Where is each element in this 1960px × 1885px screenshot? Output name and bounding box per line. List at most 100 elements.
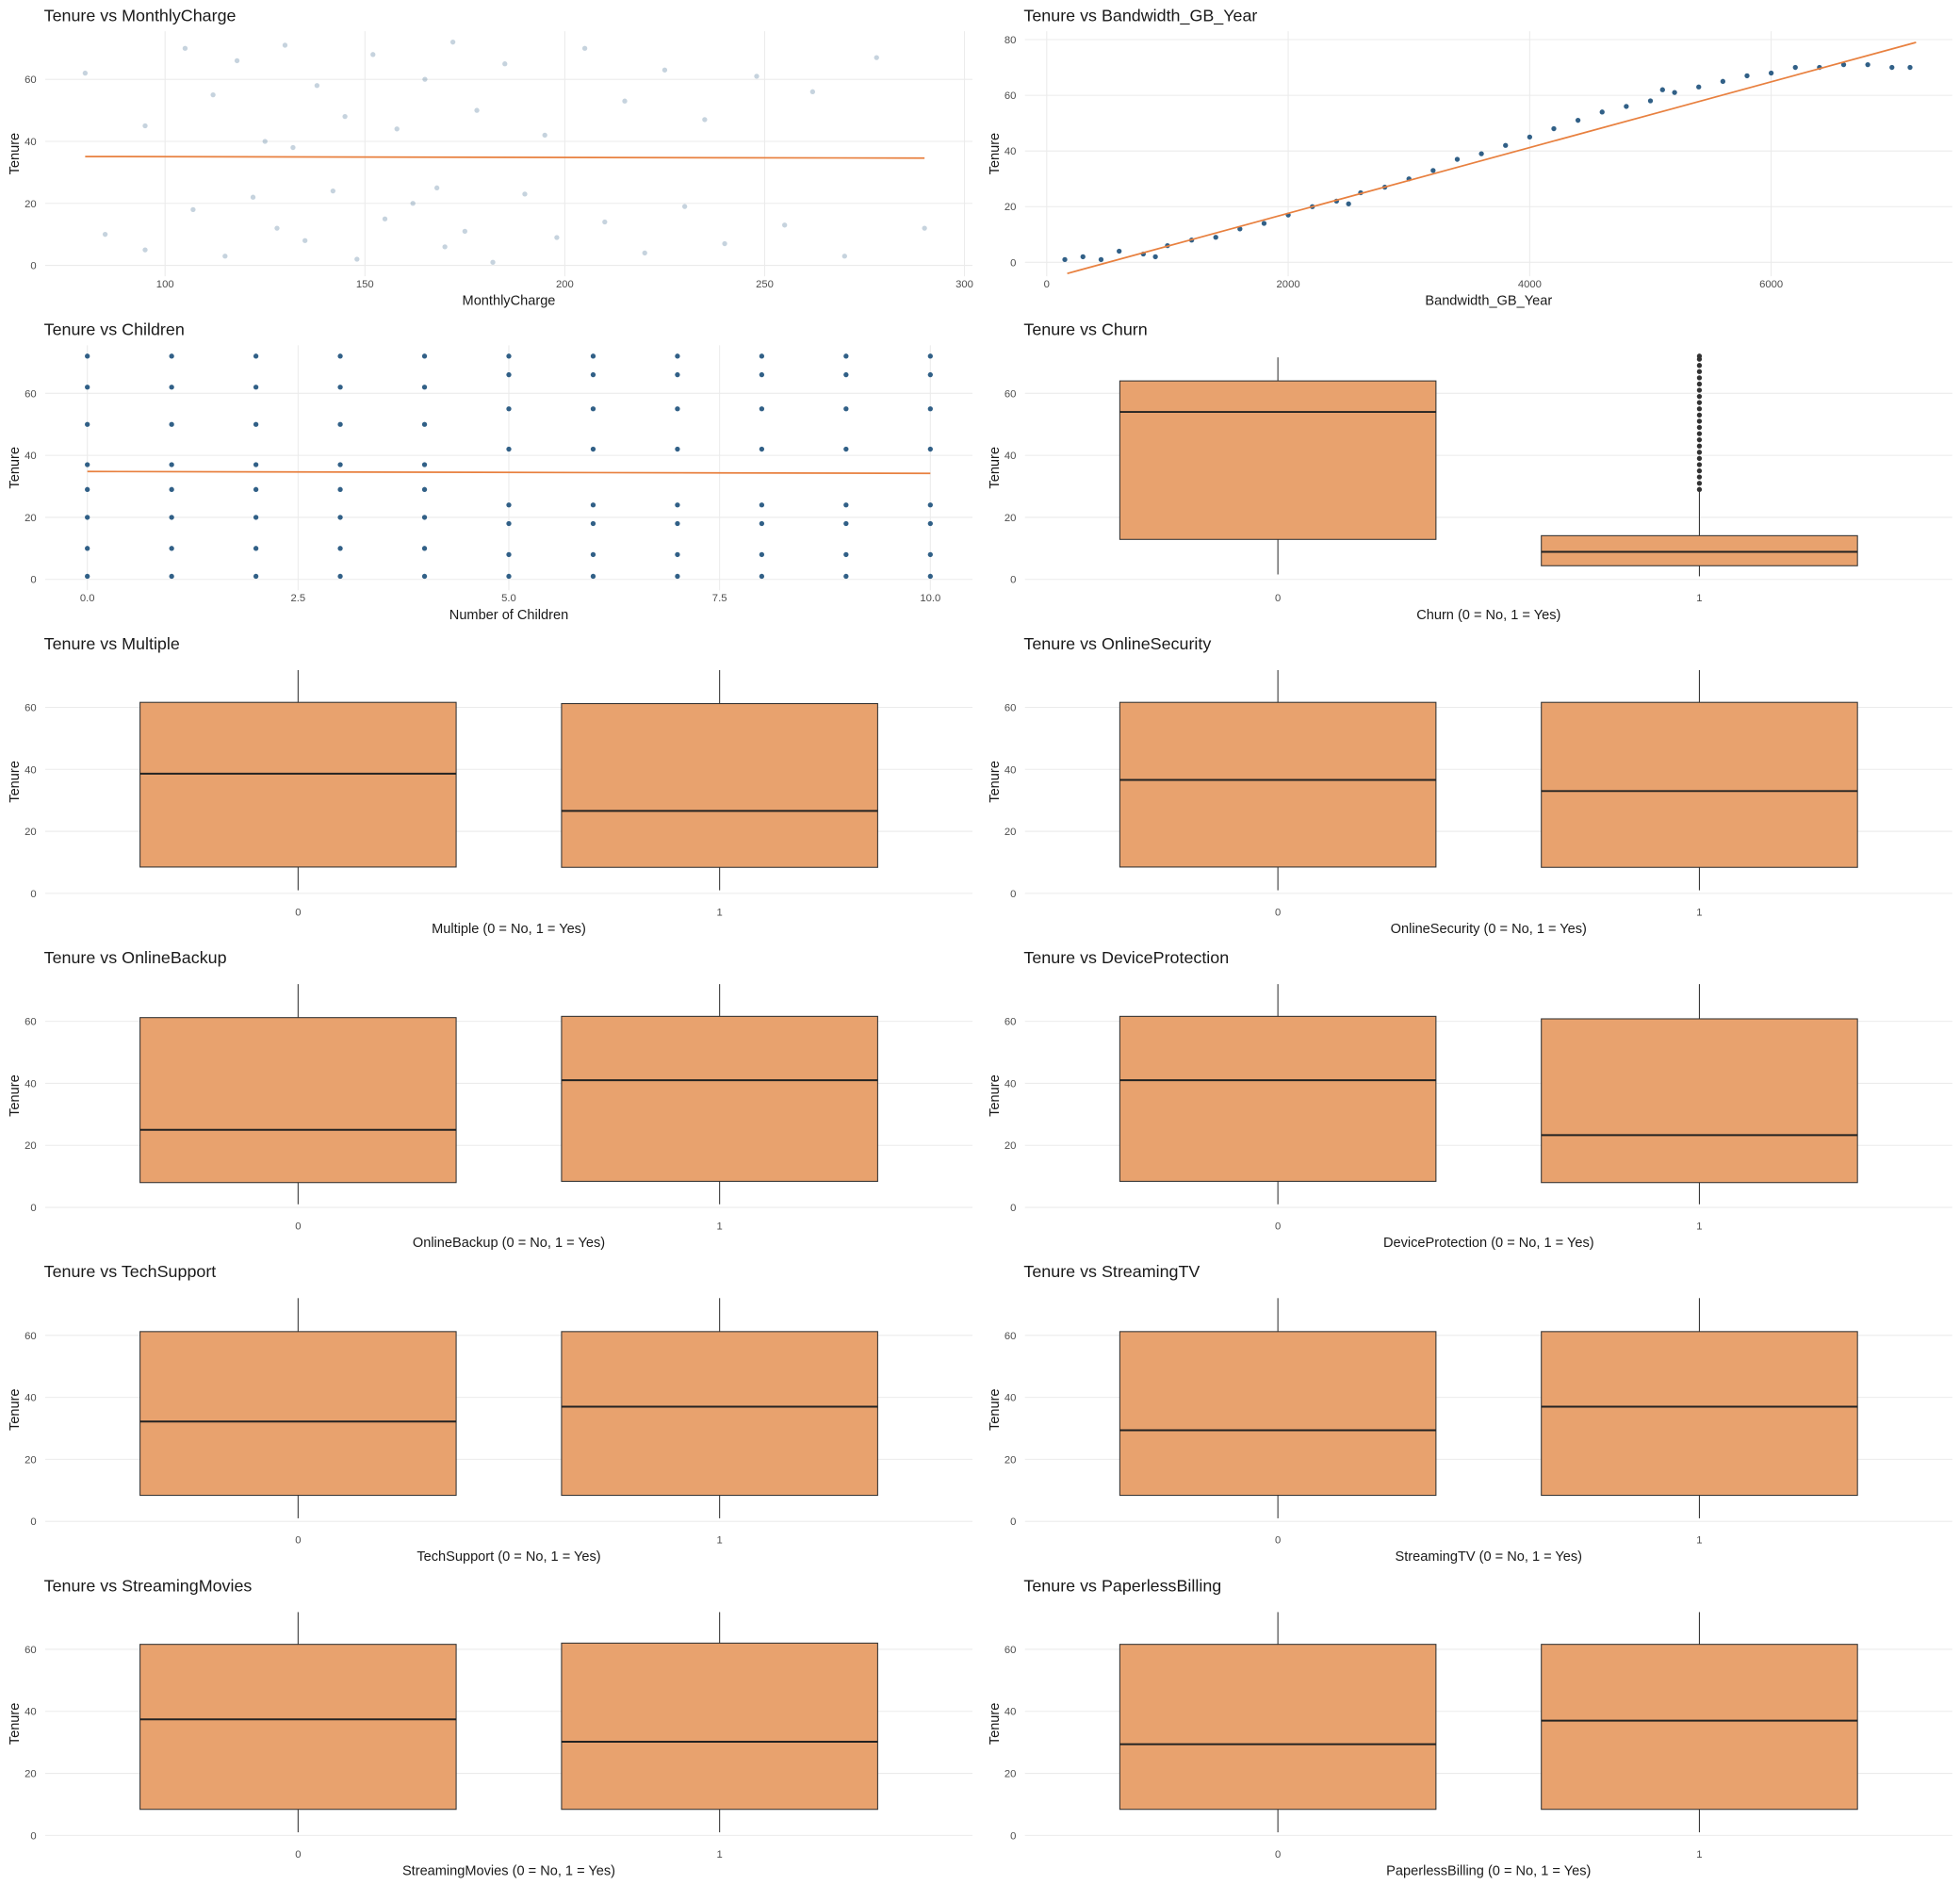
panel: Tenure vs TechSupport Tenure TechSupport (… bbox=[8, 1262, 973, 1565]
box bbox=[1541, 1018, 1858, 1184]
panel: Tenure vs Children Tenure Number of Childr… bbox=[8, 320, 973, 623]
x-axis-title: Churn (0 = No, 1 = Yes) bbox=[1416, 608, 1560, 623]
y-tick-label: 40 bbox=[1004, 1707, 1017, 1718]
y-tick-label: 80 bbox=[1004, 35, 1017, 46]
point bbox=[590, 446, 596, 452]
panel-title: Tenure vs Children bbox=[44, 320, 185, 339]
point bbox=[169, 486, 174, 492]
x-tick-label: 2.5 bbox=[291, 593, 306, 604]
point bbox=[642, 250, 647, 256]
box bbox=[139, 1017, 457, 1184]
point bbox=[927, 502, 933, 508]
point bbox=[1152, 254, 1158, 260]
y-tick-label: 40 bbox=[24, 1393, 37, 1404]
point bbox=[782, 222, 788, 228]
panel-title: Tenure vs MonthlyCharge bbox=[44, 7, 237, 25]
y-tick-label: 20 bbox=[1004, 513, 1017, 524]
panel: Tenure vs StreamingMovies Tenure Streaming… bbox=[8, 1576, 973, 1878]
y-axis-title: Tenure bbox=[8, 1388, 23, 1431]
y-axis-title: Tenure bbox=[988, 1388, 1003, 1431]
point bbox=[274, 225, 280, 231]
point bbox=[330, 188, 336, 194]
point bbox=[809, 89, 816, 94]
x-tick-label: 0 bbox=[1044, 279, 1050, 290]
point bbox=[702, 117, 708, 123]
box bbox=[561, 1015, 878, 1182]
point bbox=[169, 462, 174, 467]
y-tick-label: 0 bbox=[30, 261, 36, 272]
point bbox=[675, 502, 680, 508]
panel: Tenure vs Bandwidth_GB_Year Tenure Bandwid… bbox=[988, 7, 1952, 309]
outlier bbox=[1696, 406, 1703, 412]
x-tick-label: 1 bbox=[1696, 1849, 1702, 1860]
box bbox=[139, 701, 457, 868]
point bbox=[337, 546, 343, 551]
panel-title: Tenure vs OnlineBackup bbox=[44, 948, 227, 967]
box bbox=[561, 1642, 878, 1811]
y-tick-label: 60 bbox=[24, 74, 37, 86]
panel: Tenure vs OnlineSecurity Tenure OnlineSecu… bbox=[988, 634, 1952, 937]
point bbox=[421, 353, 428, 359]
point bbox=[253, 385, 259, 390]
y-tick-label: 60 bbox=[1004, 1017, 1017, 1028]
point bbox=[253, 486, 259, 492]
y-tick-label: 20 bbox=[1004, 1769, 1017, 1780]
point bbox=[421, 515, 428, 520]
x-tick-label: 0 bbox=[1275, 1849, 1281, 1860]
point bbox=[234, 57, 240, 64]
panel-title: Tenure vs PaperlessBilling bbox=[1023, 1576, 1221, 1595]
point bbox=[394, 126, 400, 132]
point bbox=[1062, 256, 1068, 263]
point bbox=[142, 123, 148, 129]
point bbox=[1237, 226, 1243, 232]
y-tick-label: 60 bbox=[24, 1017, 37, 1028]
trend-line bbox=[87, 470, 931, 475]
point bbox=[1551, 125, 1557, 132]
y-tick-label: 0 bbox=[1010, 575, 1016, 586]
x-tick-label: 0 bbox=[295, 1535, 301, 1547]
point bbox=[554, 235, 560, 240]
x-tick-label: 2000 bbox=[1277, 279, 1300, 290]
point bbox=[522, 191, 528, 197]
point bbox=[1346, 201, 1351, 206]
point bbox=[590, 371, 596, 378]
y-tick-label: 40 bbox=[24, 451, 37, 462]
panel-title: Tenure vs StreamingMovies bbox=[44, 1576, 253, 1595]
box bbox=[1541, 1644, 1858, 1811]
point bbox=[590, 520, 596, 527]
x-tick-label: 6000 bbox=[1759, 279, 1783, 290]
x-axis-title: DeviceProtection (0 = No, 1 = Yes) bbox=[1383, 1236, 1594, 1251]
x-axis-title: PaperlessBilling (0 = No, 1 = Yes) bbox=[1386, 1863, 1591, 1878]
point bbox=[759, 502, 765, 508]
point bbox=[462, 228, 467, 235]
x-tick-label: 1 bbox=[1696, 1221, 1702, 1233]
point bbox=[722, 240, 727, 247]
point bbox=[843, 353, 849, 359]
point bbox=[506, 520, 512, 527]
y-axis-title: Tenure bbox=[8, 1074, 23, 1117]
point bbox=[759, 353, 765, 359]
point bbox=[1659, 87, 1665, 92]
point bbox=[759, 551, 765, 558]
y-tick-label: 0 bbox=[1010, 257, 1016, 269]
point bbox=[337, 486, 343, 492]
point bbox=[253, 462, 259, 467]
box bbox=[139, 1644, 457, 1811]
outlier bbox=[1696, 455, 1703, 462]
x-axis-title: StreamingMovies (0 = No, 1 = Yes) bbox=[402, 1863, 615, 1878]
point bbox=[1454, 156, 1461, 162]
y-tick-label: 40 bbox=[1004, 1393, 1017, 1404]
x-axis-title: StreamingTV (0 = No, 1 = Yes) bbox=[1396, 1549, 1583, 1565]
point bbox=[1647, 98, 1654, 104]
x-tick-label: 1 bbox=[1696, 907, 1702, 918]
point bbox=[843, 406, 849, 412]
outlier bbox=[1696, 369, 1703, 374]
point bbox=[506, 371, 512, 378]
point bbox=[843, 520, 849, 527]
point bbox=[169, 546, 174, 551]
point bbox=[662, 67, 668, 73]
y-tick-label: 0 bbox=[30, 1830, 36, 1842]
x-tick-label: 5.0 bbox=[501, 593, 516, 604]
